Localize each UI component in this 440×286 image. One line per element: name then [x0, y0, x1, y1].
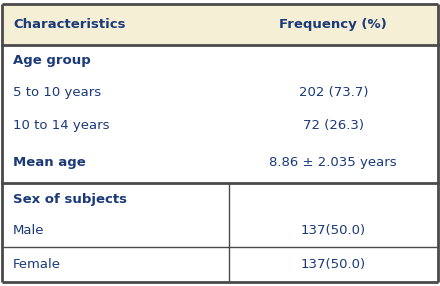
Text: 72 (26.3): 72 (26.3)	[303, 119, 364, 132]
Text: 5 to 10 years: 5 to 10 years	[13, 86, 101, 99]
Text: Sex of subjects: Sex of subjects	[13, 192, 127, 206]
Text: Characteristics: Characteristics	[13, 18, 126, 31]
Text: Mean age: Mean age	[13, 156, 86, 169]
Text: 137(50.0): 137(50.0)	[301, 258, 366, 271]
Text: 10 to 14 years: 10 to 14 years	[13, 119, 110, 132]
Text: Age group: Age group	[13, 54, 91, 67]
Bar	[2, 4, 438, 45]
Text: 202 (73.7): 202 (73.7)	[299, 86, 368, 99]
Text: 8.86 ± 2.035 years: 8.86 ± 2.035 years	[269, 156, 397, 169]
Text: Male: Male	[13, 225, 45, 237]
Bar	[2, 4, 438, 45]
Text: Frequency (%): Frequency (%)	[279, 18, 387, 31]
Text: Female: Female	[13, 258, 61, 271]
Text: 137(50.0): 137(50.0)	[301, 225, 366, 237]
